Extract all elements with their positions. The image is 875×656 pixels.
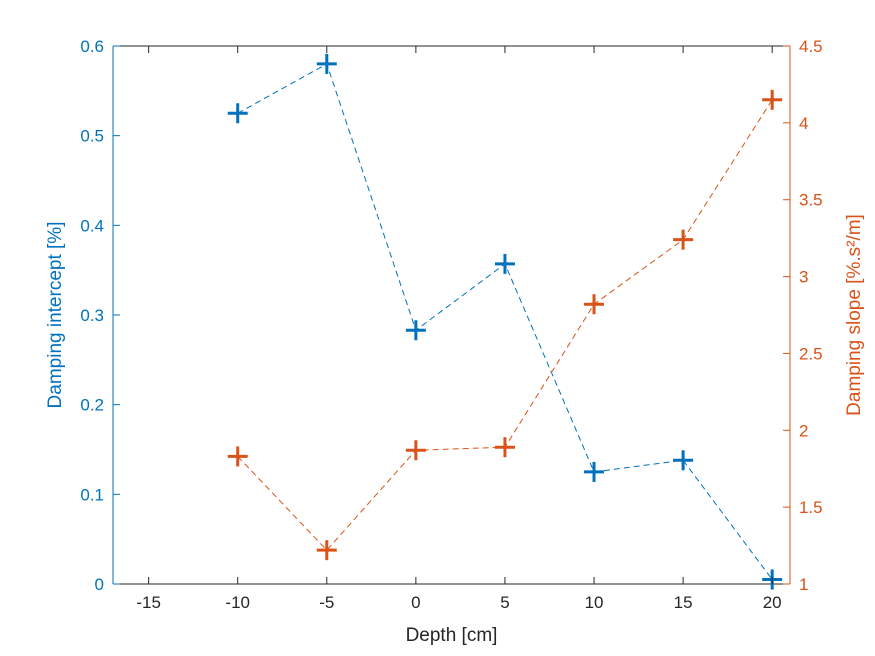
x-tick-label: 15 (674, 593, 693, 612)
data-point-right (227, 446, 248, 467)
data-point-left (584, 461, 605, 482)
data-point-left (227, 103, 248, 124)
data-point-left (316, 53, 337, 74)
x-tick-label: 20 (763, 593, 782, 612)
series-layer (227, 53, 783, 590)
data-point-right (673, 229, 694, 250)
y-right-tick-label: 2 (799, 421, 808, 440)
data-point-right (316, 540, 337, 561)
y-right-tick-label: 2.5 (799, 344, 823, 363)
data-point-left (673, 450, 694, 471)
data-point-left (405, 320, 426, 341)
y-left-tick-label: 0.3 (80, 306, 104, 325)
x-tick-label: -10 (225, 593, 250, 612)
y-left-tick-label: 0.2 (80, 396, 104, 415)
y-right-tick-label: 3 (799, 268, 808, 287)
y-left-tick-label: 0.4 (80, 216, 104, 235)
y-right-tick-label: 4.5 (799, 37, 823, 56)
y-right-tick-label: 1 (799, 575, 808, 594)
x-tick-label: -15 (136, 593, 161, 612)
x-tick-label: -5 (319, 593, 334, 612)
y-left-tick-label: 0.6 (80, 37, 104, 56)
x-axis-label: Depth [cm] (406, 625, 498, 646)
y-right-tick-label: 1.5 (799, 498, 823, 517)
y-left-tick-label: 0.5 (80, 127, 104, 146)
data-point-right (584, 294, 605, 315)
x-tick-label: 0 (411, 593, 420, 612)
y-left-tick-label: 0 (95, 575, 104, 594)
data-point-right (405, 440, 426, 461)
y-axis-right-label: Damping slope [%.s²/m] (844, 214, 865, 416)
ticks-layer: -15 -10 -5 0 5 10 15 20 0 0.1 0.2 0.3 0.4 0.5 0.6 1 1.5 2… (80, 37, 822, 612)
x-tick-label: 5 (500, 593, 509, 612)
data-point-right (762, 89, 783, 110)
data-point-right (494, 437, 515, 458)
data-point-left (494, 253, 515, 274)
y-axis-left-label: Damping intercept [%] (45, 222, 66, 409)
y-left-tick-label: 0.1 (80, 485, 104, 504)
y-right-tick-label: 4 (799, 114, 808, 133)
x-tick-label: 10 (585, 593, 604, 612)
y-right-tick-label: 3.5 (799, 191, 823, 210)
